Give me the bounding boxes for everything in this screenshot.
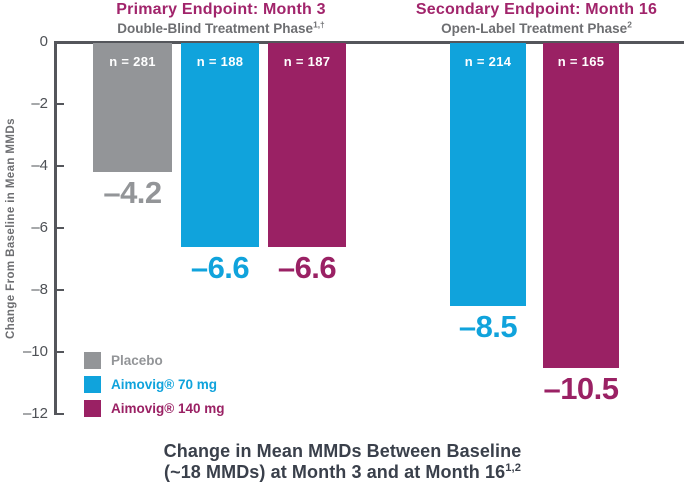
legend-item-placebo: Placebo (84, 352, 224, 369)
caption-line-1: Change in Mean MMDs Between Baseline (163, 441, 522, 461)
bar-aimovig-70-mg: n = 188 (181, 43, 259, 247)
y-tick-label: –2 (31, 95, 48, 112)
caption-footnote: 1,2 (505, 462, 522, 474)
y-tick-mark (56, 103, 64, 105)
bar-aimovig-140-mg: n = 187 (268, 43, 346, 247)
n-label: n = 165 (557, 54, 605, 69)
y-tick-label: –8 (31, 281, 48, 298)
legend-label: Placebo (111, 353, 163, 368)
value-label: –6.6 (190, 250, 250, 285)
primary-subtitle-footnote: 1,† (313, 19, 325, 30)
bar-placebo: n = 281 (93, 43, 172, 172)
aimovig-140-swatch (84, 400, 101, 417)
y-tick-label: –10 (22, 343, 48, 360)
value-label: –10.5 (543, 371, 619, 406)
chart-caption: Change in Mean MMDs Between Baseline (~1… (0, 441, 685, 483)
aimovig-70-swatch (84, 376, 101, 393)
secondary-endpoint-title: Secondary Endpoint: Month 16 (415, 1, 658, 18)
bar-aimovig-70-mg: n = 214 (450, 43, 526, 306)
value-label: –6.6 (277, 250, 337, 285)
n-label: n = 214 (464, 54, 512, 69)
legend-item-aimovig-70: Aimovig® 70 mg (84, 376, 224, 393)
primary-endpoint-title: Primary Endpoint: Month 3 (116, 1, 326, 18)
bar-aimovig-140-mg: n = 165 (543, 43, 619, 368)
value-label: –4.2 (103, 175, 162, 210)
placebo-swatch (84, 352, 101, 369)
y-tick-mark (56, 351, 64, 353)
value-label: –8.5 (458, 309, 518, 344)
legend: Placebo Aimovig® 70 mg Aimovig® 140 mg (84, 352, 224, 424)
primary-endpoint-subtitle: Double-Blind Treatment Phase1,† (117, 19, 325, 36)
y-tick-mark (56, 227, 64, 229)
secondary-endpoint-subtitle: Open-Label Treatment Phase2 (441, 19, 632, 36)
y-tick-mark (56, 289, 64, 291)
caption-line-2: (~18 MMDs) at Month 3 and at Month 161,2 (163, 462, 522, 482)
y-tick-label: –4 (31, 157, 48, 174)
y-tick-mark (56, 165, 64, 167)
legend-item-aimovig-140: Aimovig® 140 mg (84, 400, 224, 417)
y-axis-line (54, 41, 57, 415)
secondary-subtitle-footnote: 2 (627, 19, 632, 30)
y-tick-label: 0 (39, 33, 48, 50)
secondary-endpoint-header: Secondary Endpoint: Month 16 Open-Label … (388, 1, 685, 36)
n-label: n = 281 (109, 54, 156, 69)
y-tick-label: –12 (22, 405, 48, 422)
n-label: n = 188 (196, 54, 244, 69)
primary-endpoint-header: Primary Endpoint: Month 3 Double-Blind T… (58, 1, 384, 36)
n-label: n = 187 (283, 54, 331, 69)
zero-baseline (54, 41, 684, 44)
legend-label: Aimovig® 140 mg (111, 401, 225, 416)
y-tick-label: –6 (31, 219, 48, 236)
legend-label: Aimovig® 70 mg (111, 377, 217, 392)
y-tick-mark (56, 413, 64, 415)
